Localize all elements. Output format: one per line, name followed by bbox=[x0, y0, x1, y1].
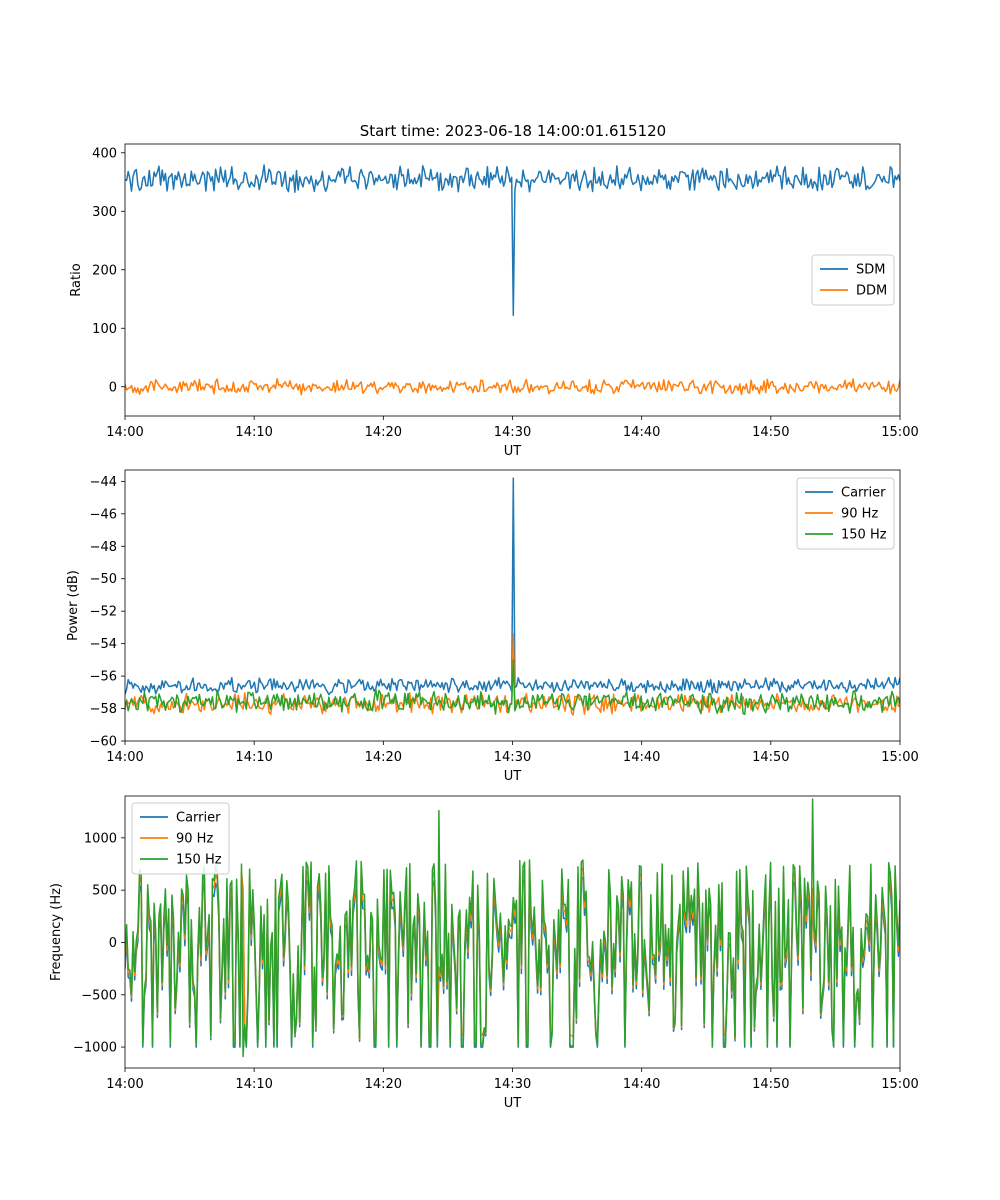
series-lines bbox=[125, 798, 900, 1058]
x-tick-label: 14:50 bbox=[752, 425, 789, 440]
series-lines bbox=[125, 164, 900, 396]
x-tick-label: 14:00 bbox=[106, 425, 143, 440]
legend: Carrier 90 Hz 150 Hz bbox=[796, 477, 895, 550]
series-lines bbox=[125, 477, 900, 716]
y-tick-label: 100 bbox=[92, 322, 117, 337]
series-line-carrier bbox=[125, 477, 900, 696]
legend: SDM DDM bbox=[811, 254, 895, 306]
series-line-sdm bbox=[125, 164, 900, 317]
series-line-ddm bbox=[125, 377, 900, 396]
x-tick-label: 14:40 bbox=[623, 1077, 660, 1092]
x-tick-label: 14:50 bbox=[752, 750, 789, 765]
y-tick-label: 0 bbox=[109, 380, 117, 395]
y-tick-label: 0 bbox=[109, 936, 117, 951]
panel-1: 14:00 14:10 14:20 14:30 14:40 14:50 15:00 0 100 2… bbox=[69, 143, 919, 459]
y-tick-label: −46 bbox=[90, 507, 117, 522]
y-tick-label: 400 bbox=[92, 146, 117, 161]
y-tick-label: −1000 bbox=[73, 1041, 117, 1056]
panel-2: 14:00 14:10 14:20 14:30 14:40 14:50 15:00 −60 −5… bbox=[66, 469, 919, 784]
x-tick-label: 14:30 bbox=[494, 1077, 531, 1092]
panel-3: 14:00 14:10 14:20 14:30 14:40 14:50 15:00 −1000… bbox=[49, 795, 919, 1111]
y-tick-label: −500 bbox=[81, 988, 117, 1003]
x-tick-label: 14:10 bbox=[235, 425, 272, 440]
legend-box bbox=[811, 254, 895, 306]
legend-label: DDM bbox=[856, 284, 887, 299]
x-tick-label: 14:40 bbox=[623, 425, 660, 440]
legend-label: 150 Hz bbox=[176, 853, 222, 868]
legend: Carrier 90 Hz 150 Hz bbox=[131, 802, 230, 875]
x-tick-label: 14:30 bbox=[494, 425, 531, 440]
x-axis-label: UT bbox=[504, 444, 522, 459]
y-tick-label: −60 bbox=[90, 735, 117, 750]
legend-box bbox=[796, 477, 895, 550]
x-tick-label: 14:20 bbox=[365, 425, 402, 440]
y-tick-label: −56 bbox=[90, 670, 117, 685]
y-axis-label: Power (dB) bbox=[66, 570, 81, 641]
x-axis-label: UT bbox=[504, 1096, 522, 1111]
x-tick-label: 14:40 bbox=[623, 750, 660, 765]
x-tick-label: 15:00 bbox=[881, 750, 918, 765]
x-tick-label: 14:50 bbox=[752, 1077, 789, 1092]
x-tick-label: 15:00 bbox=[881, 1077, 918, 1092]
y-tick-label: 1000 bbox=[84, 831, 117, 846]
y-axis-label: Frequency (Hz) bbox=[49, 883, 64, 981]
legend-box bbox=[131, 802, 230, 875]
legend-label: 90 Hz bbox=[176, 832, 213, 847]
y-tick-label: 500 bbox=[92, 884, 117, 899]
figure-title: Start time: 2023-06-18 14:00:01.615120 bbox=[360, 122, 666, 140]
x-axis-label: UT bbox=[504, 769, 522, 784]
y-tick-label: −48 bbox=[90, 540, 117, 555]
x-tick-label: 14:20 bbox=[365, 750, 402, 765]
x-tick-label: 14:20 bbox=[365, 1077, 402, 1092]
x-tick-label: 14:10 bbox=[235, 1077, 272, 1092]
series-line-150-hz bbox=[125, 659, 900, 716]
y-tick-label: 300 bbox=[92, 205, 117, 220]
legend-label: Carrier bbox=[176, 811, 221, 826]
y-tick-label: 200 bbox=[92, 263, 117, 278]
y-tick-label: −58 bbox=[90, 702, 117, 717]
series-line-150-hz bbox=[125, 798, 900, 1058]
x-tick-label: 15:00 bbox=[881, 425, 918, 440]
y-tick-label: −52 bbox=[90, 605, 117, 620]
y-tick-label: −44 bbox=[90, 475, 117, 490]
x-tick-label: 14:10 bbox=[235, 750, 272, 765]
x-tick-label: 14:00 bbox=[106, 1077, 143, 1092]
x-tick-label: 14:00 bbox=[106, 750, 143, 765]
legend-label: Carrier bbox=[841, 486, 886, 501]
y-tick-label: −54 bbox=[90, 637, 117, 652]
x-tick-label: 14:30 bbox=[494, 750, 531, 765]
legend-label: SDM bbox=[856, 263, 885, 278]
y-tick-label: −50 bbox=[90, 572, 117, 587]
panels: 14:00 14:10 14:20 14:30 14:40 14:50 15:00 0 100 2… bbox=[49, 143, 919, 1111]
legend-label: 150 Hz bbox=[841, 528, 887, 543]
legend-label: 90 Hz bbox=[841, 507, 878, 522]
y-axis-label: Ratio bbox=[69, 263, 84, 296]
